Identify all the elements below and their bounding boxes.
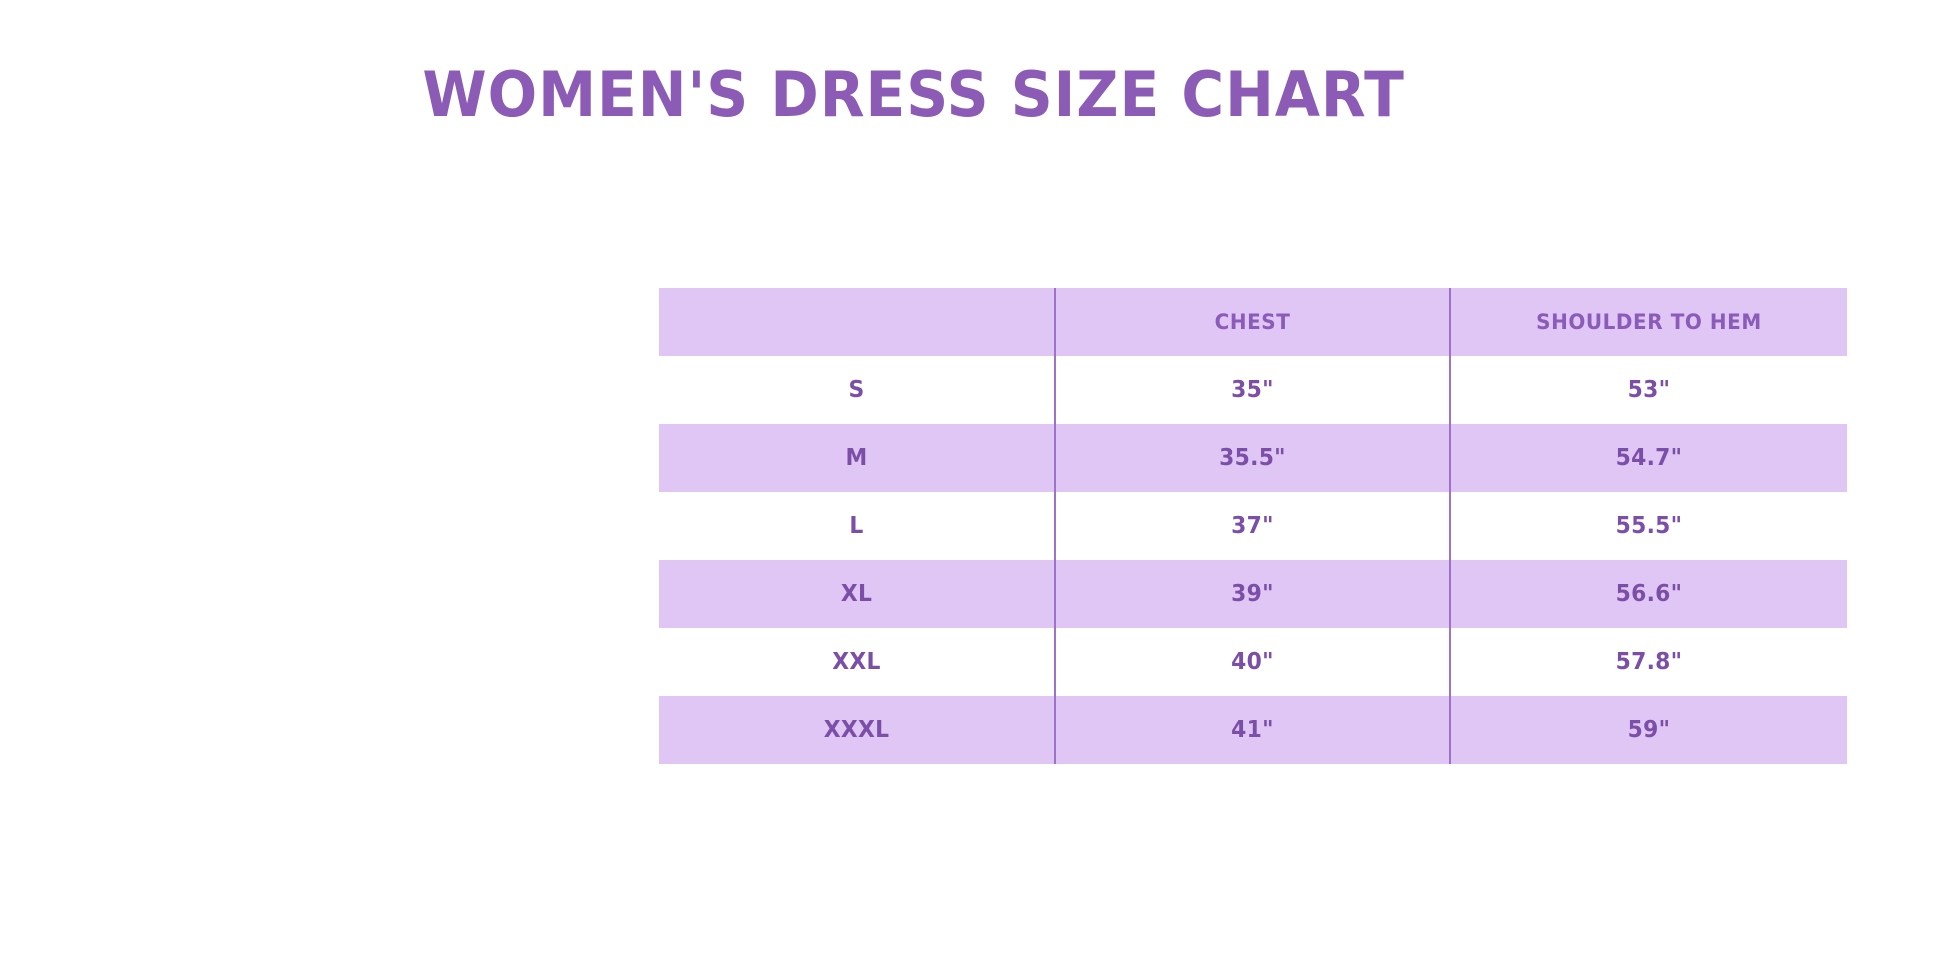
cell-size: XXL: [832, 649, 881, 675]
table-row: XXXL 41" 59": [659, 696, 1847, 764]
cell-chest: 41": [1063, 696, 1441, 764]
cell-size: XL: [840, 581, 873, 607]
column-header-shoulder-to-hem: SHOULDER TO HEM: [1458, 288, 1838, 356]
cell-chest: 40": [1063, 628, 1441, 696]
table-header: CHEST SHOULDER TO HEM: [659, 288, 1847, 356]
cell-chest: 35.5": [1063, 424, 1441, 492]
cell-chest: 39": [1063, 560, 1441, 628]
table-row: S 35" 53": [659, 356, 1847, 424]
cell-shoulder-to-hem: 53": [1458, 356, 1838, 424]
table-body: S 35" 53" M 35.5" 54.7" L 37" 55.5" XL 3…: [659, 356, 1847, 764]
column-header-size: [669, 288, 1045, 356]
cell-size: XXXL: [823, 717, 890, 743]
cell-size: M: [845, 445, 868, 471]
cell-shoulder-to-hem: 55.5": [1458, 492, 1838, 560]
table-header-row: CHEST SHOULDER TO HEM: [659, 288, 1847, 356]
size-chart-table: CHEST SHOULDER TO HEM S 35" 53" M 35.5" …: [659, 288, 1847, 764]
cell-chest: 35": [1063, 356, 1441, 424]
table-row: L 37" 55.5": [659, 492, 1847, 560]
page-title-container: WOMEN'S DRESS SIZE CHART: [0, 62, 1946, 127]
cell-chest: 37": [1063, 492, 1441, 560]
page-title: WOMEN'S DRESS SIZE CHART: [422, 58, 1406, 131]
table-row: XL 39" 56.6": [659, 560, 1847, 628]
cell-size: L: [849, 513, 864, 539]
cell-shoulder-to-hem: 54.7": [1458, 424, 1838, 492]
cell-size: S: [848, 377, 865, 403]
table-row: XXL 40" 57.8": [659, 628, 1847, 696]
table-row: M 35.5" 54.7": [659, 424, 1847, 492]
column-header-chest: CHEST: [1063, 288, 1441, 356]
cell-shoulder-to-hem: 57.8": [1458, 628, 1838, 696]
cell-shoulder-to-hem: 56.6": [1458, 560, 1838, 628]
cell-shoulder-to-hem: 59": [1458, 696, 1838, 764]
